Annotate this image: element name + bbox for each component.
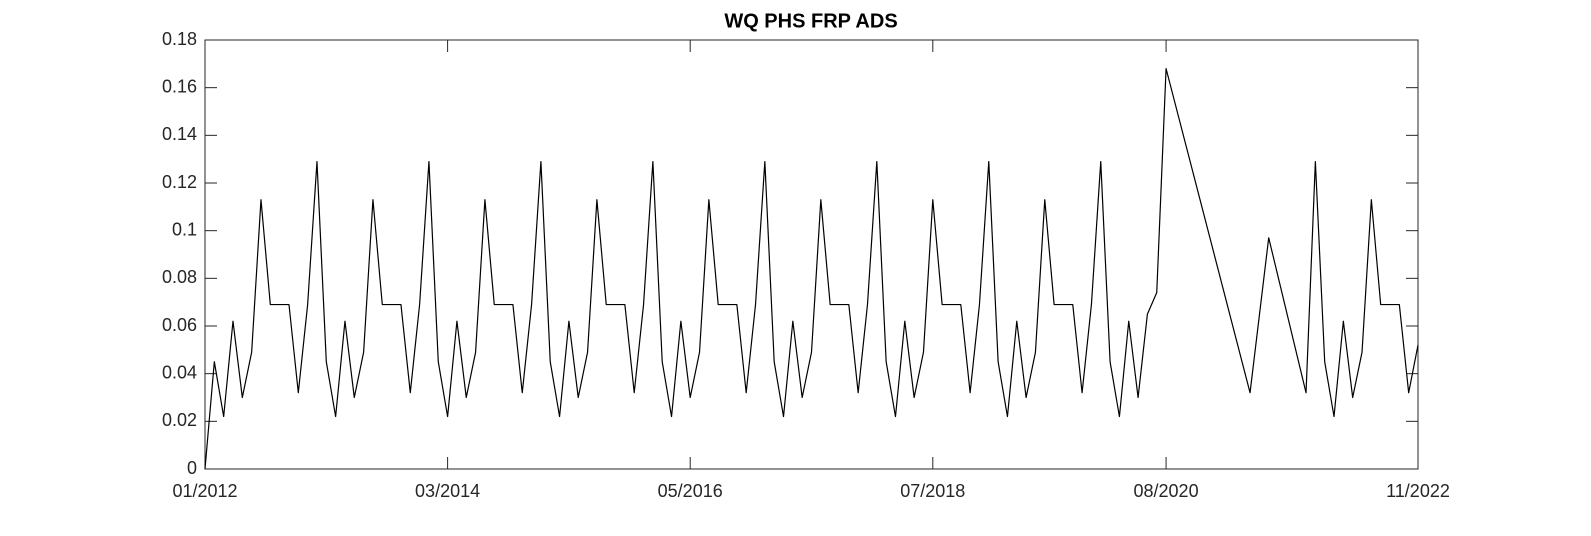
- x-tick-label: 03/2014: [415, 481, 480, 501]
- y-tick-label: 0.18: [162, 29, 197, 49]
- y-tick-label: 0.02: [162, 410, 197, 430]
- y-tick-label: 0.16: [162, 76, 197, 96]
- y-tick-label: 0.14: [162, 124, 197, 144]
- x-tick-label: 11/2022: [1386, 481, 1450, 501]
- x-tick-label: 07/2018: [900, 481, 965, 501]
- y-tick-label: 0.12: [162, 172, 197, 192]
- plot-frame: [204, 39, 1419, 470]
- y-tick-label: 0.1: [172, 219, 197, 239]
- y-tick-label: 0.08: [162, 267, 197, 287]
- x-tick-label: 08/2020: [1134, 481, 1199, 501]
- data-line: [204, 68, 1419, 470]
- x-tick-label: 01/2012: [172, 481, 237, 501]
- x-tick-label: 05/2016: [658, 481, 723, 501]
- y-tick-label: 0.06: [162, 315, 197, 335]
- y-tick-label: 0.04: [162, 362, 197, 382]
- y-tick-label: 0: [187, 458, 197, 478]
- chart-title: WQ PHS FRP ADS: [724, 10, 897, 32]
